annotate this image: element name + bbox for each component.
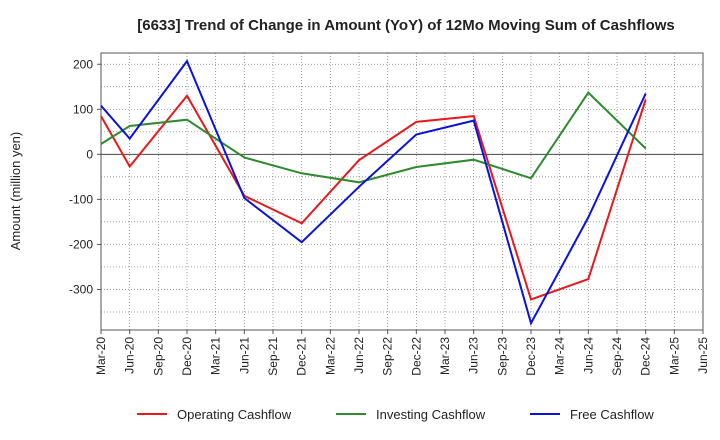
x-tick-label: Jun-24	[581, 337, 595, 374]
legend-label: Investing Cashflow	[376, 407, 486, 422]
x-tick-label: Jun-20	[123, 337, 137, 374]
y-tick-label: 200	[73, 57, 93, 71]
x-tick-label: Sep-23	[495, 337, 509, 376]
x-tick-label: Sep-20	[151, 337, 165, 376]
x-tick-label: Dec-21	[295, 337, 309, 376]
x-tick-label: Mar-20	[94, 337, 108, 375]
x-tick-label: Mar-22	[323, 337, 337, 375]
x-tick-label: Dec-22	[409, 337, 423, 376]
x-tick-label: Dec-23	[524, 337, 538, 376]
x-tick-label: Mar-24	[553, 337, 567, 375]
x-tick-label: Sep-22	[381, 337, 395, 376]
x-axis-ticks: Mar-20 Jun-20 Sep-20 Dec-20 Mar-21 Jun-21 Sep-…	[94, 330, 710, 376]
series-lines	[100, 59, 647, 326]
x-tick-label: Sep-21	[266, 337, 280, 376]
y-axis-label: Amount (million yen)	[8, 132, 23, 251]
x-tick-label: Jun-21	[237, 337, 251, 374]
series-line-investing-cashflow	[100, 91, 647, 184]
x-tick-label: Mar-25	[667, 337, 681, 375]
x-tick-label: Sep-24	[610, 337, 624, 376]
x-tick-label: Mar-21	[209, 337, 223, 375]
legend-label: Operating Cashflow	[177, 407, 292, 422]
y-tick-label: 0	[86, 147, 93, 161]
chart-title: [6633] Trend of Change in Amount (YoY) o…	[137, 17, 675, 34]
y-tick-label: -300	[69, 282, 93, 296]
x-tick-label: Dec-20	[180, 337, 194, 376]
x-tick-label: Mar-23	[438, 337, 452, 375]
x-tick-label: Jun-22	[352, 337, 366, 374]
series-line-free-cashflow	[100, 59, 647, 326]
plot-area-frame	[100, 52, 704, 331]
series-line-operating-cashflow	[100, 94, 647, 301]
y-tick-label: -100	[69, 192, 93, 206]
x-tick-label: Dec-24	[639, 337, 653, 376]
y-axis-ticks: 200 100 0 -100 -200 -300	[69, 57, 101, 296]
x-tick-label: Jun-23	[467, 337, 481, 374]
grid-lines	[100, 53, 704, 330]
x-tick-label: Jun-25	[696, 337, 710, 374]
legend: Operating Cashflow Investing Cashflow Free…	[137, 407, 654, 422]
legend-label: Free Cashflow	[570, 407, 654, 422]
y-tick-label: 100	[73, 102, 93, 116]
y-tick-label: -200	[69, 237, 93, 251]
